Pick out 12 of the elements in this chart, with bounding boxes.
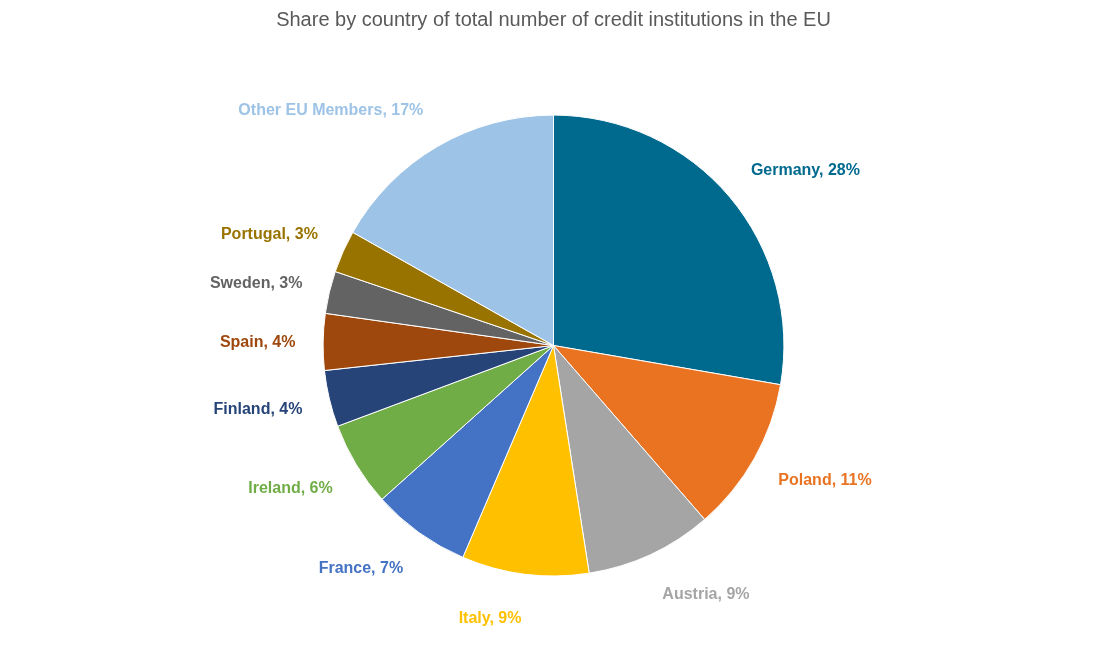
slice-label: Austria, 9% xyxy=(662,585,750,603)
slice-label: Sweden, 3% xyxy=(209,273,303,291)
slice-label: Portugal, 3% xyxy=(220,225,318,243)
slice-label: Other EU Members, 17% xyxy=(238,100,424,118)
slice-label: Italy, 9% xyxy=(458,608,522,626)
slice-label: Poland, 11% xyxy=(778,471,872,489)
slice-label: Germany, 28% xyxy=(750,160,860,178)
slice-label: France, 7% xyxy=(318,559,404,577)
chart-title: Share by country of total number of credit institutions in the EU xyxy=(276,7,831,30)
slice-label: Finland, 4% xyxy=(213,400,303,418)
slice-label: Ireland, 6% xyxy=(248,478,333,496)
slice-label: Spain, 4% xyxy=(219,332,296,350)
